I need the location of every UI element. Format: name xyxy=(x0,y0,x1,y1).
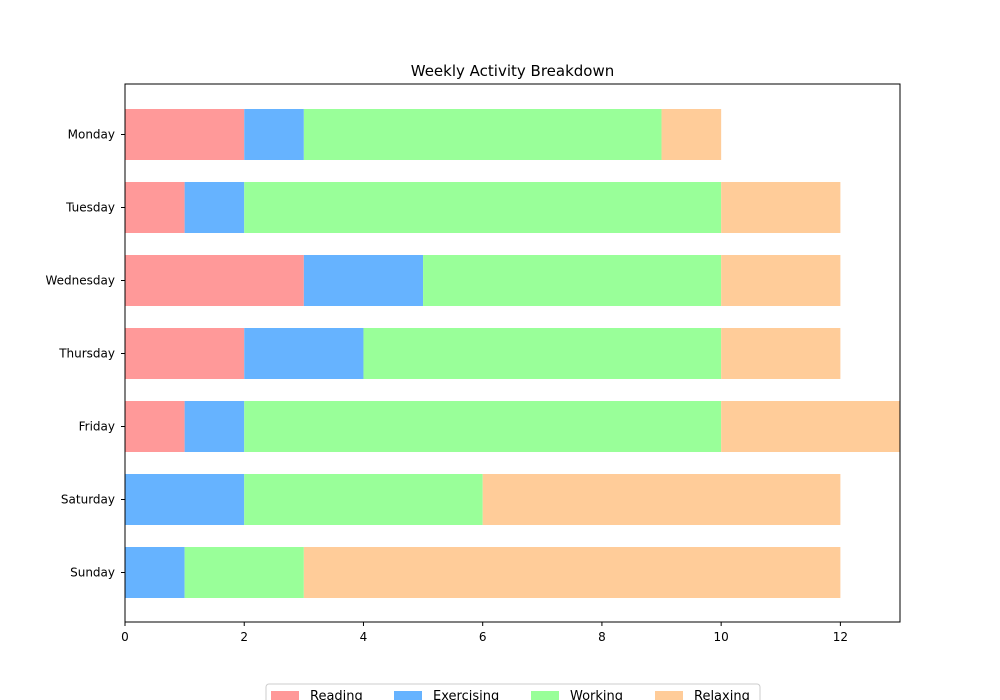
legend-label-reading: Reading xyxy=(310,689,363,700)
bar-thursday-reading xyxy=(125,328,245,379)
bar-monday-reading xyxy=(125,109,245,160)
y-tick-label: Tuesday xyxy=(65,201,115,215)
legend-label-working: Working xyxy=(570,689,623,700)
x-tick-label: 4 xyxy=(360,630,368,644)
bar-friday-working xyxy=(244,401,722,452)
bar-wednesday-exercising xyxy=(303,255,424,306)
bar-monday-working xyxy=(303,109,662,160)
bar-thursday-exercising xyxy=(244,328,364,379)
bar-tuesday-reading xyxy=(125,182,185,233)
legend: Reading Exercising Working Relaxing xyxy=(265,683,761,700)
chart-title: Weekly Activity Breakdown xyxy=(411,62,614,80)
y-tick-label: Wednesday xyxy=(46,274,115,288)
bars-layer xyxy=(125,109,900,598)
legend-swatch-working xyxy=(531,691,559,700)
bar-saturday-relaxing xyxy=(482,474,841,525)
x-axis: 0 2 4 6 8 10 12 xyxy=(121,622,848,644)
bar-friday-reading xyxy=(125,401,185,452)
legend-label-relaxing: Relaxing xyxy=(694,689,750,700)
bar-wednesday-relaxing xyxy=(721,255,841,306)
legend-swatch-reading xyxy=(271,691,299,700)
bar-sunday-working xyxy=(184,547,304,598)
bar-sunday-exercising xyxy=(125,547,185,598)
x-tick-label: 12 xyxy=(833,630,848,644)
bar-tuesday-relaxing xyxy=(721,182,841,233)
x-tick-label: 8 xyxy=(598,630,606,644)
legend-label-exercising: Exercising xyxy=(433,689,499,700)
bar-wednesday-reading xyxy=(125,255,304,306)
y-tick-label: Thursday xyxy=(58,347,115,361)
x-tick-label: 0 xyxy=(121,630,129,644)
y-tick-label: Sunday xyxy=(70,566,115,580)
bar-friday-exercising xyxy=(184,401,245,452)
bar-monday-relaxing xyxy=(661,109,722,160)
legend-box xyxy=(265,683,761,700)
y-axis: Monday Tuesday Wednesday Thursday Friday Satu… xyxy=(46,128,125,580)
bar-friday-relaxing xyxy=(721,401,900,452)
x-tick-label: 10 xyxy=(714,630,729,644)
bar-thursday-relaxing xyxy=(721,328,841,379)
y-tick-label: Saturday xyxy=(61,493,115,507)
bar-tuesday-exercising xyxy=(184,182,245,233)
bar-thursday-working xyxy=(363,328,722,379)
bar-wednesday-working xyxy=(423,255,722,306)
bar-tuesday-working xyxy=(244,182,722,233)
legend-swatch-relaxing xyxy=(655,691,683,700)
bar-saturday-working xyxy=(244,474,483,525)
y-tick-label: Friday xyxy=(79,420,115,434)
x-tick-label: 6 xyxy=(479,630,487,644)
legend-swatch-exercising xyxy=(394,691,422,700)
bar-saturday-exercising xyxy=(125,474,245,525)
bar-monday-exercising xyxy=(244,109,304,160)
bar-sunday-relaxing xyxy=(303,547,841,598)
x-tick-label: 2 xyxy=(240,630,248,644)
y-tick-label: Monday xyxy=(68,128,115,142)
